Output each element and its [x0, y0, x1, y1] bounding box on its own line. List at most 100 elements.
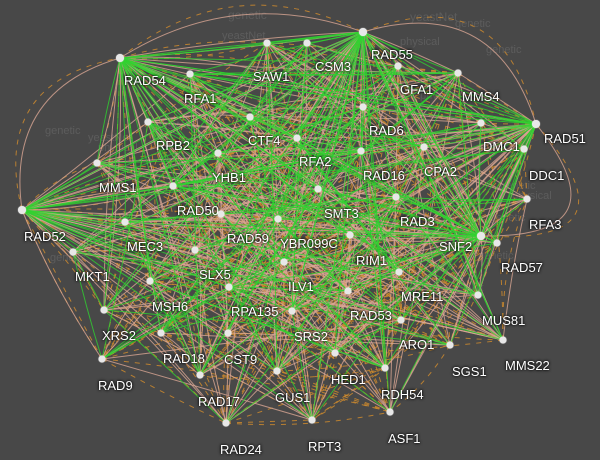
graph-node[interactable] [493, 239, 501, 247]
graph-edge-yeastNet [124, 221, 313, 421]
graph-node[interactable] [344, 287, 352, 295]
graph-edge-genetic [21, 209, 196, 251]
graph-edge-yeastNet [21, 162, 98, 211]
graph-edge-yeastNet [124, 221, 227, 424]
graph-node[interactable] [308, 416, 316, 424]
graph-node[interactable] [214, 149, 222, 157]
graph-edge-genetic [160, 286, 230, 334]
graph-node[interactable] [98, 355, 106, 363]
graph-edge-yeastNet [276, 261, 286, 372]
graph-node[interactable] [69, 248, 77, 256]
graph-node[interactable] [100, 306, 108, 314]
graph-node[interactable] [474, 291, 482, 299]
graph-edge-yeastNet [199, 370, 278, 380]
graph-node[interactable] [263, 39, 271, 47]
graph-edge-yeastNet [194, 249, 386, 369]
graph-edge-physical [96, 162, 336, 354]
graph-edge-genetic [228, 242, 498, 288]
graph-node[interactable] [246, 113, 254, 121]
graph-node[interactable] [394, 62, 402, 70]
graph-node[interactable] [532, 120, 540, 128]
graph-edge-yeastNet [149, 280, 451, 346]
graph-node[interactable] [224, 329, 232, 337]
graph-edge-yeastNet [362, 31, 498, 244]
graph-node[interactable] [280, 258, 288, 266]
graph-node[interactable] [397, 316, 405, 324]
graph-node[interactable] [520, 145, 528, 153]
graph-edge-physical [21, 185, 174, 211]
graph-edge-genetic [362, 31, 482, 237]
graph-edge-yeastNet [362, 106, 482, 237]
graph-node[interactable] [477, 232, 485, 240]
graph-node[interactable] [169, 182, 177, 190]
graph-edge-genetic [172, 185, 498, 244]
graph-edge-yeastNet [276, 370, 313, 421]
graph-edge-yeastNet [72, 218, 279, 253]
graph-edge-genetic [266, 42, 482, 237]
graph-edge-yeastNet [360, 150, 400, 273]
graph-node[interactable] [191, 246, 199, 254]
graph-node[interactable] [288, 307, 296, 315]
graph-node[interactable] [395, 268, 403, 276]
graph-node[interactable] [499, 336, 507, 344]
graph-node[interactable] [331, 349, 339, 357]
graph-edge-yeastNet [523, 148, 528, 200]
graph-edge-yeastNet [362, 31, 498, 244]
graph-node[interactable] [359, 103, 367, 111]
graph-node[interactable] [18, 206, 26, 214]
graph-edge-genetic [172, 122, 482, 187]
graph-node[interactable] [93, 159, 101, 167]
graph-edge-genetic [119, 57, 230, 288]
graph-node[interactable] [381, 364, 389, 372]
graph-edge-physical [225, 188, 319, 424]
graph-node[interactable] [157, 329, 165, 337]
graph-node[interactable] [392, 193, 400, 201]
graph-node[interactable] [196, 371, 204, 379]
graph-node[interactable] [274, 215, 282, 223]
graph-edge-yeastNet [228, 286, 313, 421]
graph-edge-genetic [477, 148, 525, 296]
graph-edge-yeastNet [227, 332, 386, 369]
graph-edge-genetic [119, 57, 201, 376]
graph-edge-genetic [172, 31, 364, 187]
graph-node[interactable] [222, 419, 230, 427]
graph-edge-yeastNet [349, 234, 402, 321]
graph-node[interactable] [386, 408, 394, 416]
graph-edge-physical [72, 123, 537, 253]
graph-node[interactable] [273, 367, 281, 375]
graph-node[interactable] [225, 283, 233, 291]
graph-node[interactable] [359, 28, 367, 36]
graph-node[interactable] [346, 231, 354, 239]
graph-node[interactable] [303, 39, 311, 47]
graph-edge-physical [480, 123, 572, 237]
graph-node[interactable] [146, 277, 154, 285]
graph-node[interactable] [186, 70, 194, 78]
graph-edge-genetic [124, 42, 268, 223]
graph-edge-physical [149, 122, 482, 282]
graph-edge-genetic [347, 235, 482, 292]
graph-node[interactable] [116, 54, 124, 62]
graph-node[interactable] [121, 218, 129, 226]
graph-edge-yeastNet [334, 123, 537, 354]
graph-node[interactable] [523, 195, 531, 203]
graph-edge-physical [101, 213, 222, 360]
graph-edge-genetic [457, 72, 479, 296]
graph-edge-genetic [360, 150, 504, 341]
graph-node[interactable] [314, 185, 322, 193]
graph-node[interactable] [477, 119, 485, 127]
graph-node[interactable] [420, 143, 428, 151]
graph-node[interactable] [144, 118, 152, 126]
graph-node[interactable] [293, 134, 301, 142]
graph-node[interactable] [454, 69, 462, 77]
graph-node[interactable] [446, 341, 454, 349]
graph-edge-genetic [400, 123, 537, 321]
graph-node[interactable] [217, 210, 225, 218]
graph-edge-genetic [217, 152, 482, 237]
graph-edge-yeastNet [189, 73, 362, 152]
graph-edge-physical [194, 249, 227, 424]
graph-node[interactable] [357, 147, 365, 155]
graph-edge-genetic [480, 198, 528, 237]
graph-edge-genetic [360, 31, 364, 152]
